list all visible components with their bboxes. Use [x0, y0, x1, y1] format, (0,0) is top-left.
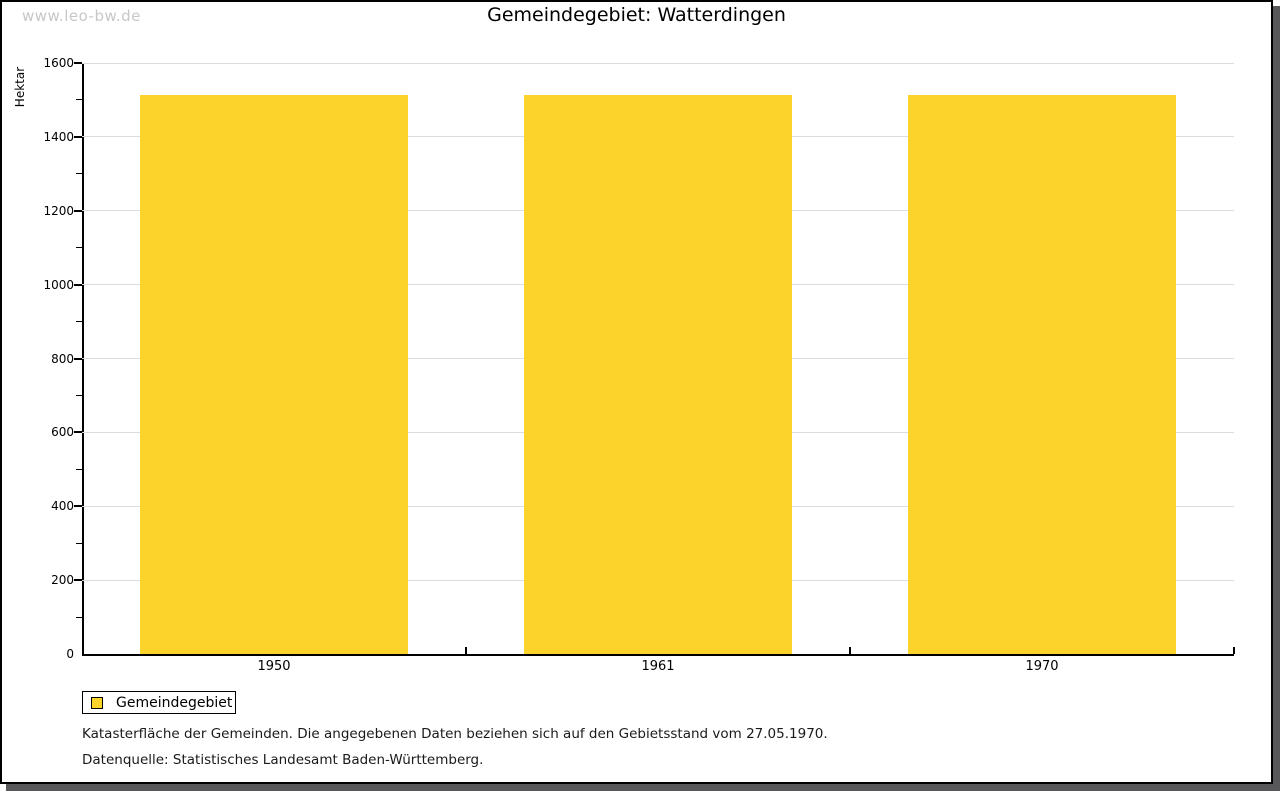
x-tick-boundary: [849, 647, 851, 654]
y-tick-minor: [76, 616, 82, 618]
bar-1970: [907, 95, 1177, 654]
y-tick-major: [74, 579, 82, 582]
y-tick-label: 800: [51, 351, 74, 366]
y-tick-label: 1600: [43, 56, 74, 70]
x-tick-boundary: [1233, 647, 1235, 654]
bar-1961: [523, 95, 793, 654]
y-tick-minor: [76, 99, 82, 101]
watermark: www.leo-bw.de: [22, 7, 141, 25]
legend: Gemeindegebiet: [82, 691, 236, 714]
legend-swatch-icon: [91, 696, 103, 709]
x-tick-label: 1961: [641, 659, 675, 674]
y-tick-minor: [76, 468, 82, 470]
y-tick-label: 0: [66, 647, 74, 661]
y-tick-label: 400: [51, 499, 74, 514]
y-tick-minor: [76, 247, 82, 249]
y-tick-label: 1400: [43, 129, 74, 144]
y-tick-minor: [76, 394, 82, 396]
bar-1950: [139, 95, 409, 654]
footnote-description: Katasterfläche der Gemeinden. Die angege…: [82, 726, 828, 742]
y-tick-major: [74, 283, 82, 286]
x-tick-label: 1970: [1025, 659, 1059, 674]
legend-label: Gemeindegebiet: [116, 694, 233, 711]
footnote-source: Datenquelle: Statistisches Landesamt Bad…: [82, 752, 484, 768]
y-tick-major: [74, 357, 82, 360]
frame-shadow-right: [1273, 6, 1280, 791]
x-tick-label: 1950: [257, 659, 291, 674]
frame-shadow-bottom: [6, 784, 1280, 791]
y-tick-minor: [76, 321, 82, 323]
y-tick-major: [74, 505, 82, 508]
gridline: [82, 62, 1234, 64]
y-tick-minor: [76, 173, 82, 175]
chart-title: Gemeindegebiet: Watterdingen: [487, 4, 786, 26]
y-tick-major: [74, 431, 82, 434]
y-tick-major: [74, 135, 82, 138]
y-tick-label: 1200: [43, 203, 74, 218]
y-tick-minor: [76, 542, 82, 544]
y-tick-label: 600: [51, 425, 74, 440]
y-tick-label: 1000: [43, 277, 74, 292]
x-tick-boundary: [465, 647, 467, 654]
plot-area: 0 200 400 600 800 1000 1200 1400 1600 1950 1961 197…: [43, 56, 1235, 674]
y-tick-major: [74, 209, 82, 212]
y-tick-label: 200: [51, 573, 74, 588]
x-axis-line: [82, 654, 1234, 656]
y-tick-major: [74, 62, 82, 64]
